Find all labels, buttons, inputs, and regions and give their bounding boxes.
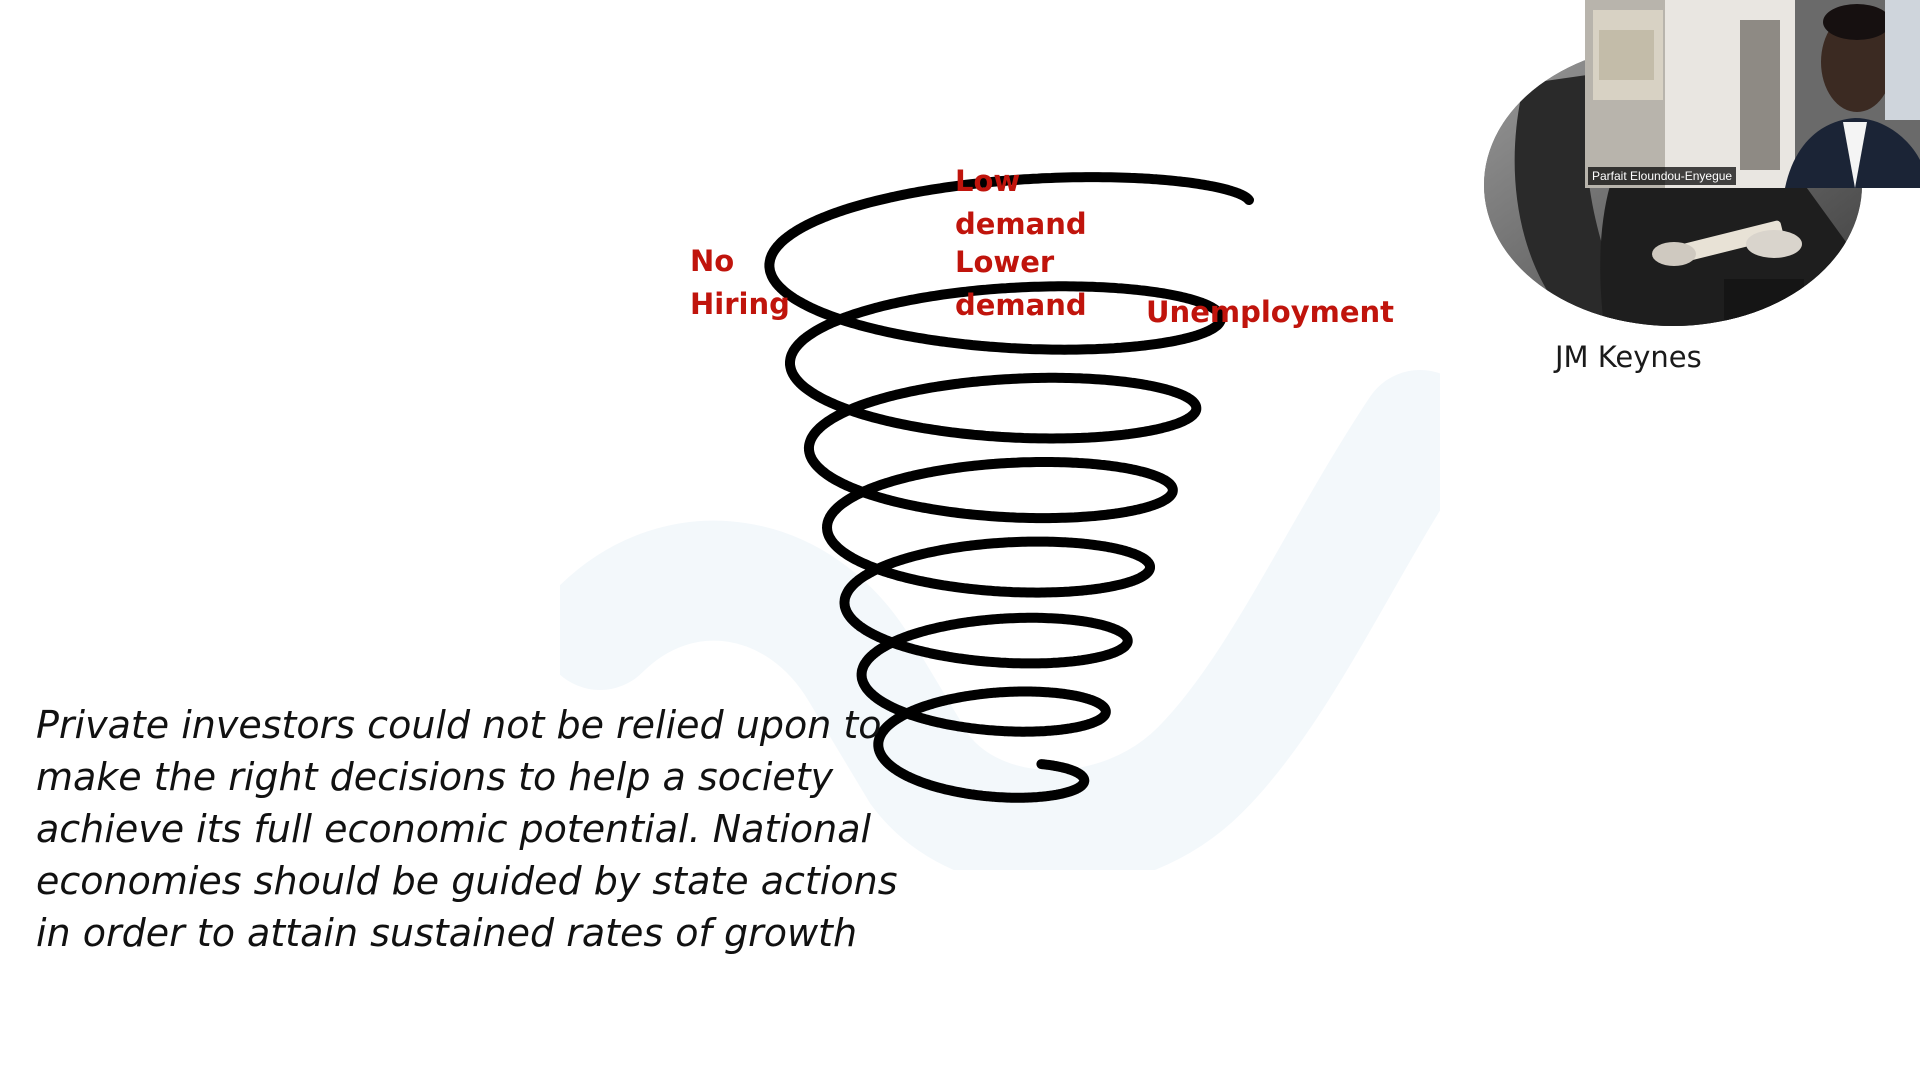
label-unemployment: Unemployment xyxy=(1146,295,1395,329)
participant-name-tag: Parfait Eloundou-Enyegue xyxy=(1588,167,1737,185)
spiral-stroke xyxy=(764,172,1254,803)
watermark-background xyxy=(560,370,1440,870)
webcam-feed-icon xyxy=(1585,0,1920,188)
participant-video-tile[interactable]: Parfait Eloundou-Enyegue xyxy=(1585,0,1920,188)
keynes-quote: Private investors could not be relied up… xyxy=(36,703,898,955)
label-no-hiring: No Hiring xyxy=(690,244,790,321)
label-lower-demand: Lower demand xyxy=(955,245,1087,322)
portrait-caption: JM Keynes xyxy=(1555,340,1702,374)
label-low-demand: Low demand xyxy=(955,164,1087,241)
